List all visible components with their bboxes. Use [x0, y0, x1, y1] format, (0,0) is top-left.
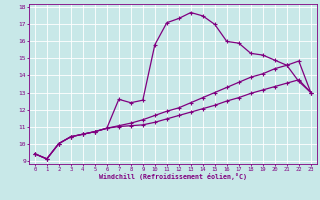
X-axis label: Windchill (Refroidissement éolien,°C): Windchill (Refroidissement éolien,°C)	[99, 173, 247, 180]
